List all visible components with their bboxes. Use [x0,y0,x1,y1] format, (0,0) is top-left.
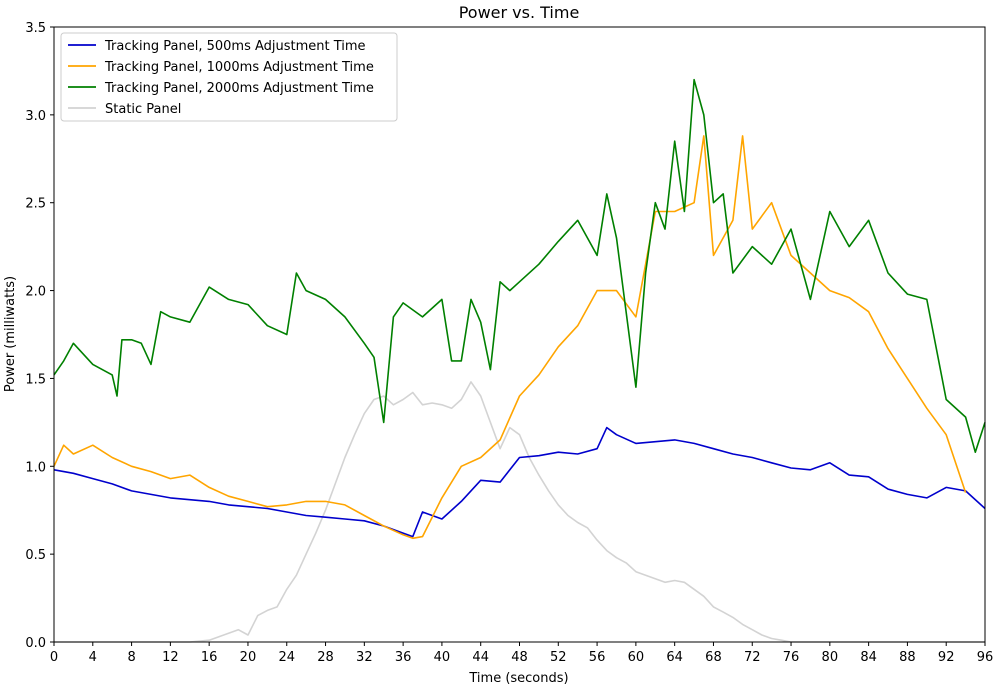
x-tick-label: 16 [201,650,218,665]
x-tick-label: 28 [317,650,334,665]
x-tick-label: 72 [744,650,761,665]
x-tick-label: 84 [860,650,877,665]
x-tick-label: 76 [783,650,800,665]
y-tick-label: 0.0 [25,636,46,651]
x-tick-label: 44 [472,650,489,665]
x-tick-label: 96 [977,650,994,665]
x-tick-label: 4 [89,650,97,665]
series-line-2 [53,78,986,454]
x-axis-title: Time (seconds) [468,671,568,686]
y-axis-title: Power (milliwatts) [3,276,18,392]
x-tick-label: 92 [938,650,955,665]
x-tick-label: 36 [395,650,412,665]
legend-label-3: Static Panel [105,102,181,117]
series-line-1 [53,135,967,540]
x-tick-label: 12 [162,650,179,665]
x-tick-label: 40 [434,650,451,665]
x-tick-label: 24 [278,650,295,665]
legend-box [60,32,398,122]
series-line-3 [54,381,985,643]
x-tick-label: 64 [666,650,683,665]
x-tick-label: 0 [50,650,58,665]
x-tick-label: 80 [822,650,839,665]
legend-label-0: Tracking Panel, 500ms Adjustment Time [104,39,366,54]
y-tick-label: 3.0 [25,109,46,124]
y-tick-label: 2.5 [25,197,46,212]
legend-label-2: Tracking Panel, 2000ms Adjustment Time [104,81,374,96]
x-axis: 0 4 8 12 16 20 24 28 32 36 40 44 48 52 56 60 64 68 72 76 80 8… [50,642,993,665]
x-tick-label: 56 [589,650,606,665]
y-axis: 0.0 0.5 1.0 1.5 2.0 2.5 3.0 3.5 [25,21,54,651]
legend-label-1: Tracking Panel, 1000ms Adjustment Time [104,60,374,75]
y-tick-label: 0.5 [25,548,46,563]
x-tick-label: 60 [628,650,645,665]
x-tick-label: 68 [705,650,722,665]
x-tick-label: 8 [127,650,135,665]
series-layer [53,78,986,643]
x-tick-label: 48 [511,650,528,665]
series-line-0 [53,426,986,538]
y-tick-label: 1.0 [25,460,46,475]
x-tick-label: 32 [356,650,373,665]
y-tick-label: 2.0 [25,285,46,300]
x-tick-label: 88 [899,650,916,665]
x-tick-label: 52 [550,650,567,665]
y-tick-label: 1.5 [25,372,46,387]
x-tick-label: 20 [240,650,257,665]
y-tick-label: 3.5 [25,21,46,36]
chart-title: Power vs. Time [459,3,580,22]
legend: Tracking Panel, 500ms Adjustment Time Tra… [60,32,398,122]
